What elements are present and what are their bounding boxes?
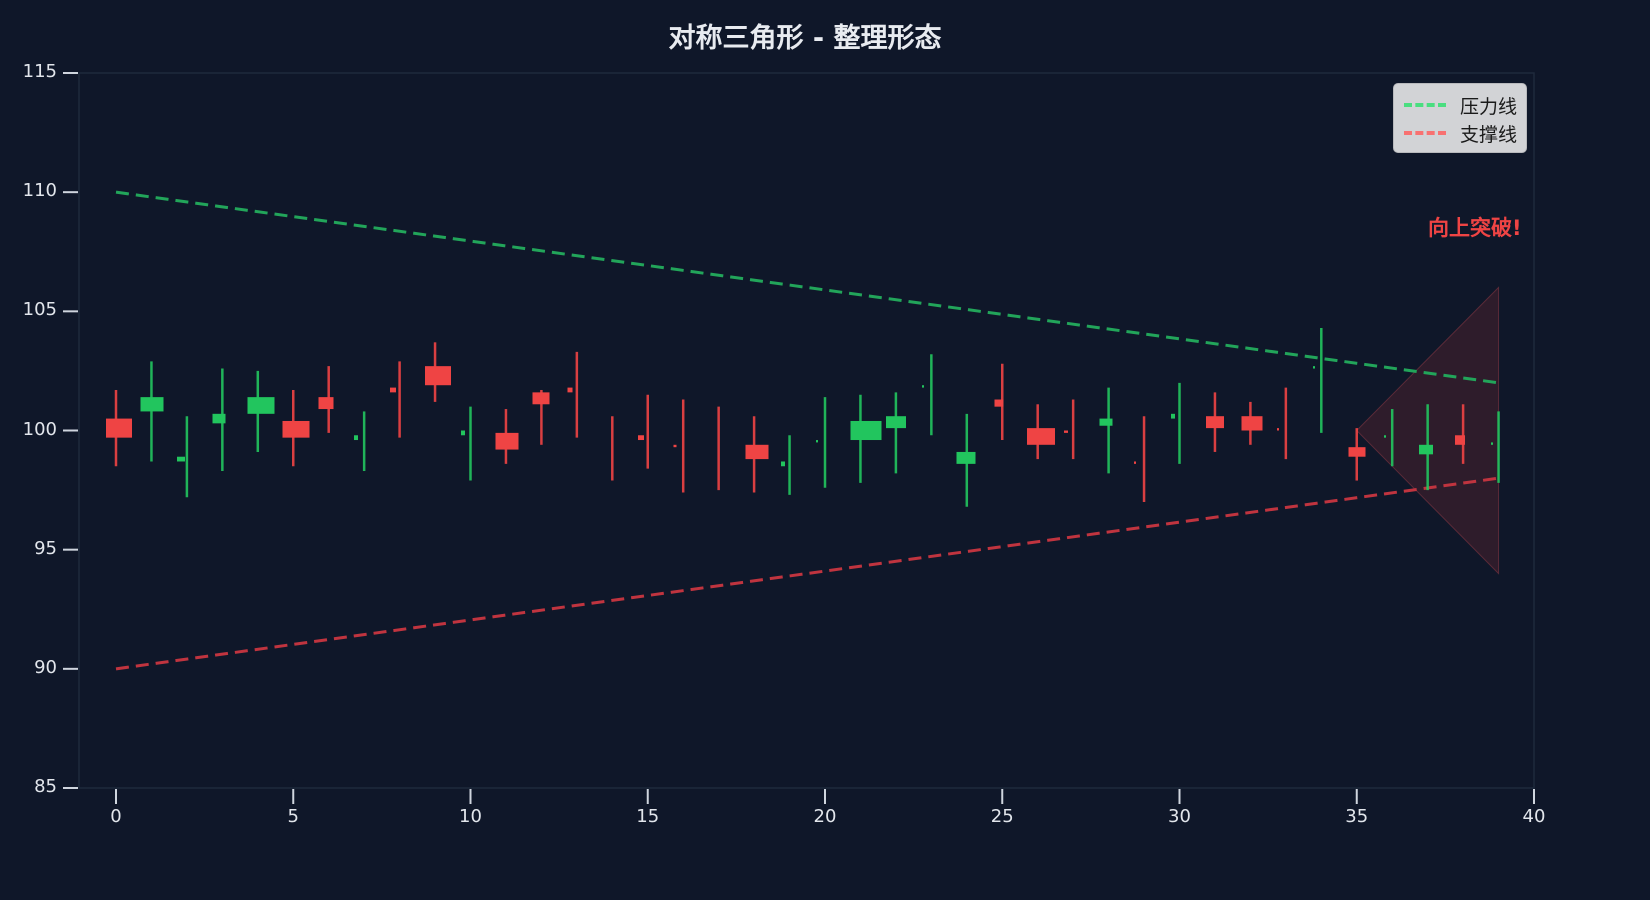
candle-body xyxy=(1277,428,1279,431)
legend-swatch-resistance xyxy=(1404,103,1446,107)
candle-body xyxy=(106,418,132,438)
plot-frame xyxy=(78,72,1535,789)
candle-body xyxy=(886,416,906,429)
candle-body xyxy=(390,387,396,393)
candle-body xyxy=(922,385,924,388)
candle-body xyxy=(994,399,1004,407)
candle-body xyxy=(673,444,677,448)
candle-body xyxy=(1313,366,1315,369)
breakout-annotation: 向上突破! xyxy=(1428,216,1522,240)
candle-body xyxy=(1419,444,1433,455)
legend-item-support: 支撑线 xyxy=(1404,121,1518,146)
legend-item-resistance: 压力线 xyxy=(1404,93,1518,118)
candle-body xyxy=(1206,416,1224,429)
candle-body xyxy=(140,397,164,412)
candlesticks xyxy=(106,328,1500,507)
candle-body xyxy=(1171,413,1175,419)
candle-body xyxy=(1384,435,1386,438)
candle-body xyxy=(1241,416,1263,431)
candle-body xyxy=(1134,461,1136,464)
candle-body xyxy=(956,451,976,464)
axis-ticks xyxy=(63,72,1535,804)
candle-body xyxy=(1491,442,1493,445)
x-tick-label: 40 xyxy=(1522,806,1546,827)
legend-label-resistance: 压力线 xyxy=(1460,95,1518,118)
legend-label-support: 支撑线 xyxy=(1460,123,1518,146)
candle-body xyxy=(816,440,818,443)
candle-body xyxy=(425,366,451,386)
candle-body xyxy=(638,435,644,441)
candle-body xyxy=(1064,430,1068,433)
y-tick-label: 110 xyxy=(22,180,57,202)
resistance-line xyxy=(115,190,1499,385)
x-tick-label: 30 xyxy=(1168,806,1191,827)
candle-body xyxy=(1099,418,1113,426)
plot-border xyxy=(78,72,1535,789)
x-tick-label: 25 xyxy=(990,806,1014,827)
x-tick-label: 15 xyxy=(636,806,660,827)
candle-body xyxy=(567,387,573,393)
chart-title: 对称三角形 - 整理形态 xyxy=(668,23,942,54)
candle-body xyxy=(461,430,465,436)
candle-body xyxy=(177,456,185,462)
candle-body xyxy=(745,444,769,460)
candle-body xyxy=(318,397,334,410)
candle-body xyxy=(1027,428,1055,445)
candle-body xyxy=(247,397,275,414)
candle-body xyxy=(532,392,550,405)
support-line xyxy=(115,476,1499,671)
candle-body xyxy=(850,420,882,441)
y-tick-label: 90 xyxy=(34,656,57,678)
x-tick-label: 35 xyxy=(1345,806,1369,827)
candle-body xyxy=(495,432,519,450)
x-tick-label: 20 xyxy=(813,806,837,827)
y-tick-label: 95 xyxy=(34,537,57,559)
trend-lines xyxy=(115,190,1499,671)
x-tick-label: 10 xyxy=(459,806,482,827)
y-tick-label: 105 xyxy=(22,299,57,321)
x-tick-label: 0 xyxy=(110,806,122,827)
candle-body xyxy=(1348,447,1366,457)
candle-body xyxy=(1455,435,1465,445)
candle-body xyxy=(282,420,310,438)
y-tick-label: 115 xyxy=(22,61,57,82)
candle-body xyxy=(212,413,226,424)
candle-body xyxy=(354,435,358,441)
legend: 压力线 支撑线 xyxy=(1393,83,1527,153)
y-tick-label: 85 xyxy=(34,776,57,797)
candle-body xyxy=(781,461,785,467)
y-tick-label: 100 xyxy=(22,418,57,440)
x-tick-label: 5 xyxy=(287,806,299,827)
legend-swatch-support xyxy=(1404,131,1446,135)
